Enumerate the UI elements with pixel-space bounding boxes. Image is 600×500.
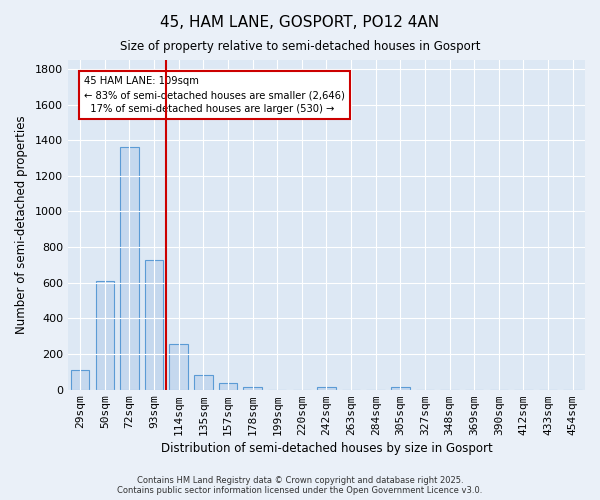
Bar: [194, 376, 212, 390]
Bar: [219, 383, 237, 390]
Bar: [145, 260, 163, 390]
Bar: [391, 388, 410, 390]
Text: Size of property relative to semi-detached houses in Gosport: Size of property relative to semi-detach…: [120, 40, 480, 53]
Text: Contains HM Land Registry data © Crown copyright and database right 2025.
Contai: Contains HM Land Registry data © Crown c…: [118, 476, 482, 495]
Text: 45 HAM LANE: 109sqm
← 83% of semi-detached houses are smaller (2,646)
  17% of s: 45 HAM LANE: 109sqm ← 83% of semi-detach…: [84, 76, 345, 114]
Bar: [317, 388, 335, 390]
Text: 45, HAM LANE, GOSPORT, PO12 4AN: 45, HAM LANE, GOSPORT, PO12 4AN: [160, 15, 440, 30]
Y-axis label: Number of semi-detached properties: Number of semi-detached properties: [15, 116, 28, 334]
Bar: [120, 148, 139, 390]
Bar: [95, 281, 114, 390]
Bar: [244, 388, 262, 390]
Bar: [169, 344, 188, 390]
Bar: [71, 370, 89, 390]
X-axis label: Distribution of semi-detached houses by size in Gosport: Distribution of semi-detached houses by …: [161, 442, 493, 455]
